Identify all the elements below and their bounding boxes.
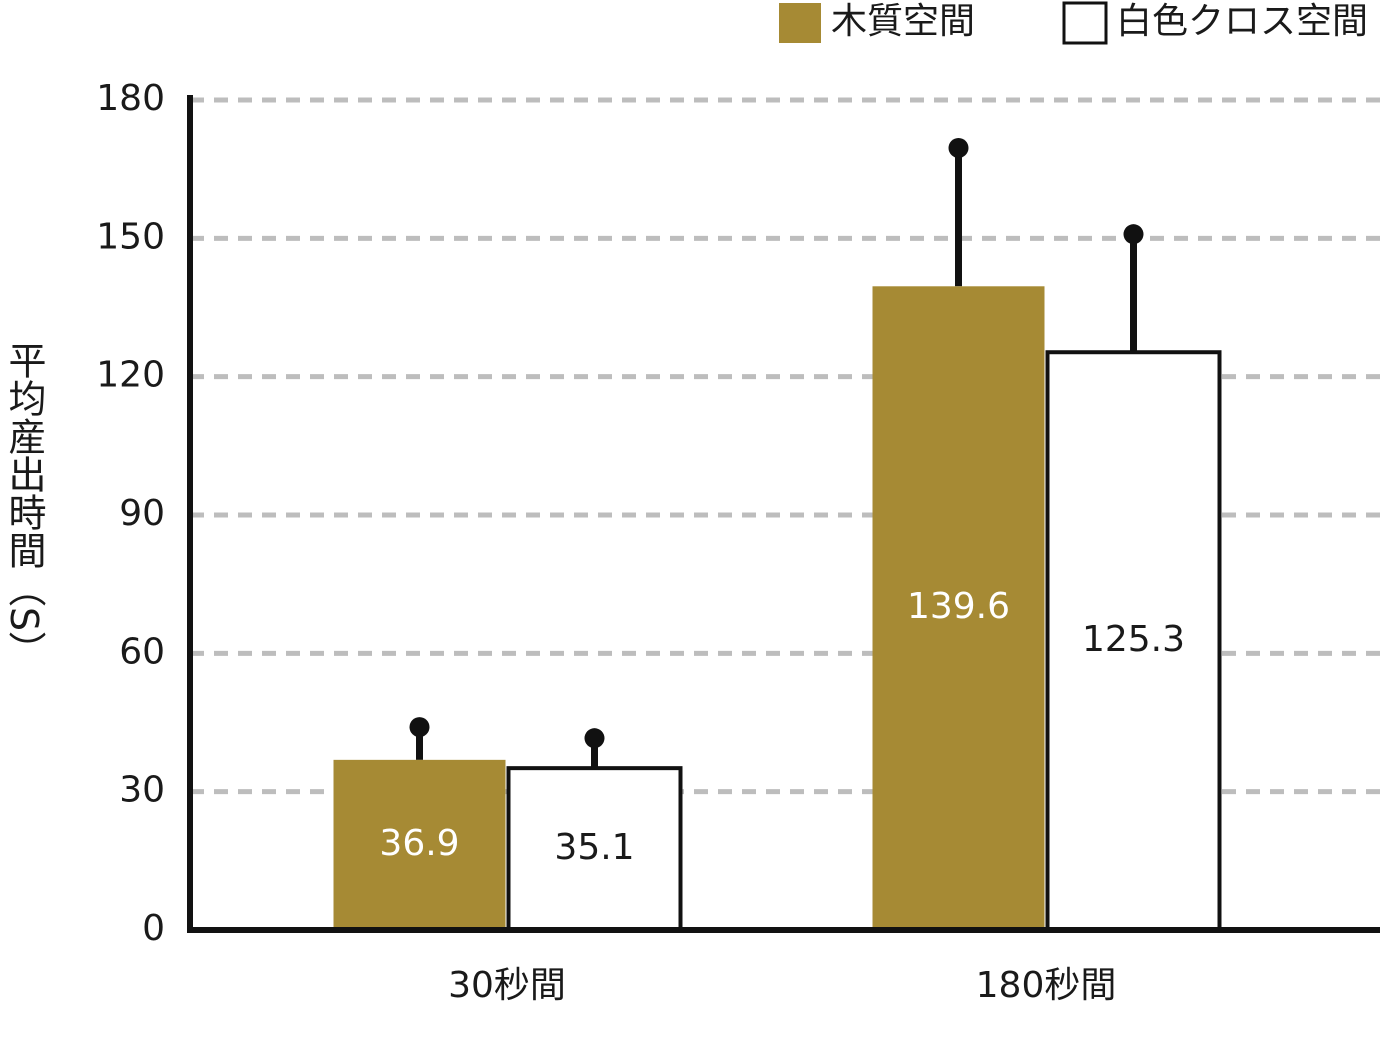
y-tick-label: 30 [119,770,165,811]
x-tick-label: 30秒間 [448,965,566,1006]
legend-swatch [1062,1,1108,45]
error-cap [948,137,969,158]
error-cap [409,717,430,738]
y-tick-label: 90 [119,493,165,534]
bar [506,766,683,933]
legend-label: 白色クロス空間 [1116,1,1368,42]
x-tick-label: 180秒間 [976,965,1117,1006]
legend-label: 木質空間 [831,1,975,42]
bar [333,759,506,930]
legend-swatch [779,3,821,43]
value-label: 139.6 [907,586,1010,627]
y-tick-label: 150 [96,216,165,257]
bar [872,286,1045,930]
y-tick-label: 120 [96,355,165,396]
y-axis-label: 平均産出時間（S） [2,341,46,669]
error-cap [584,728,605,749]
y-tick-label: 180 [96,78,165,119]
value-label: 36.9 [379,823,459,864]
value-label: 125.3 [1082,619,1185,660]
bar [1045,350,1222,932]
y-tick-label: 0 [142,908,165,949]
y-tick-label: 60 [119,631,165,672]
error-cap [1123,224,1144,245]
value-label: 35.1 [554,827,634,868]
